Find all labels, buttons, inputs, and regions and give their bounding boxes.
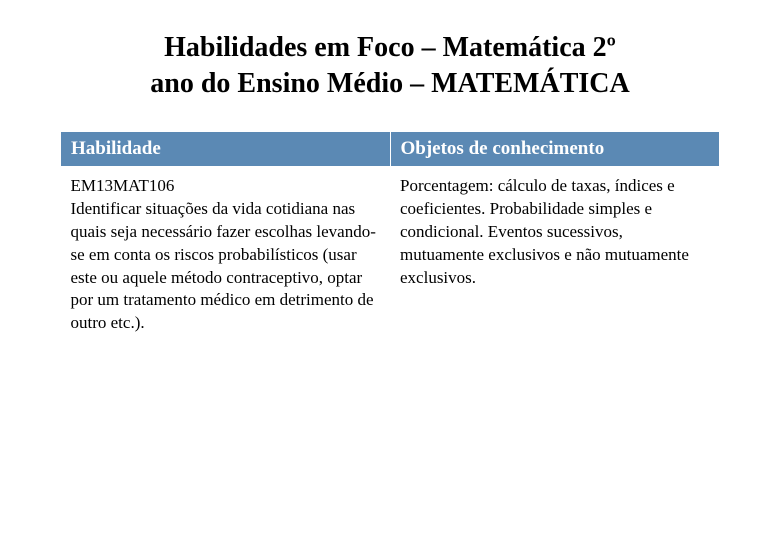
cell-habilidade: EM13MAT106Identificar situações da vida … [61, 166, 391, 343]
title-line-1: Habilidades em Foco – Matemática 2º [164, 32, 616, 63]
skills-table: Habilidade Objetos de conhecimento EM13M… [60, 131, 720, 344]
cell-objetos: Porcentagem: cálculo de taxas, índices e… [390, 166, 720, 343]
table-row: EM13MAT106Identificar situações da vida … [61, 166, 720, 343]
col-header-objetos: Objetos de conhecimento [390, 131, 720, 166]
title-line-2: ano do Ensino Médio – MATEMÁTICA [150, 68, 629, 99]
col-header-habilidade: Habilidade [61, 131, 391, 166]
page-title: Habilidades em Foco – Matemática 2º ano … [60, 30, 720, 103]
